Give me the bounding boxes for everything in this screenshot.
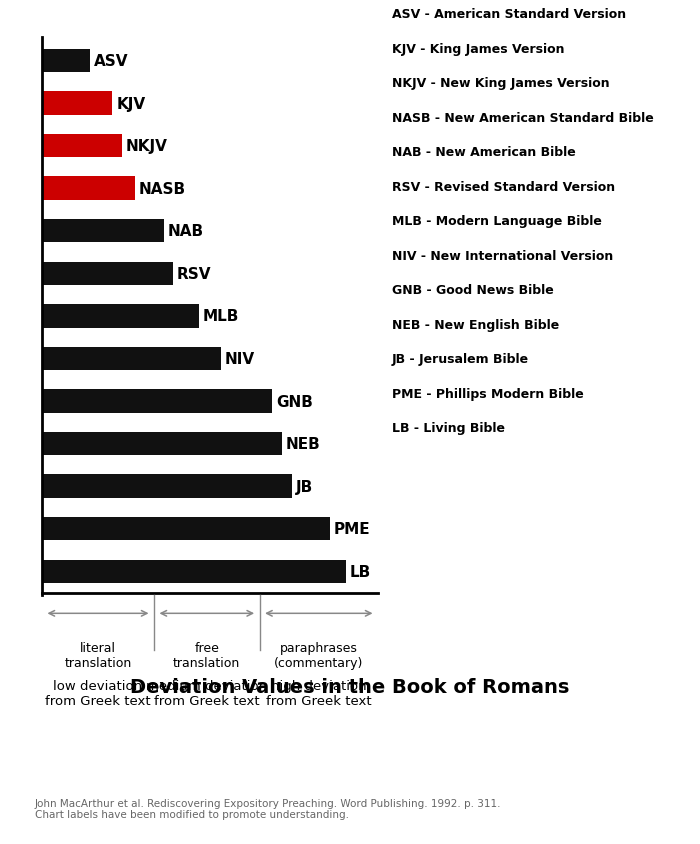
Text: paraphrases
(commentary): paraphrases (commentary) bbox=[274, 641, 363, 669]
Text: NIV - New International Version: NIV - New International Version bbox=[392, 250, 613, 262]
Text: medium deviation
from Greek text: medium deviation from Greek text bbox=[146, 679, 267, 707]
Text: John MacArthur et al. Rediscovering Expository Preaching. Word Publishing. 1992.: John MacArthur et al. Rediscovering Expo… bbox=[35, 798, 501, 820]
Text: NIV: NIV bbox=[225, 352, 256, 366]
Text: PME: PME bbox=[334, 522, 370, 537]
Text: NAB: NAB bbox=[167, 224, 204, 239]
Text: MLB - Modern Language Bible: MLB - Modern Language Bible bbox=[392, 215, 602, 228]
Text: JB - Jerusalem Bible: JB - Jerusalem Bible bbox=[392, 353, 529, 365]
Text: high deviation
from Greek text: high deviation from Greek text bbox=[266, 679, 372, 707]
Bar bbox=[42, 432, 282, 456]
Text: JB: JB bbox=[295, 479, 313, 494]
Bar bbox=[42, 305, 199, 328]
Text: ASV - American Standard Version: ASV - American Standard Version bbox=[392, 8, 626, 21]
Text: low deviation
from Greek text: low deviation from Greek text bbox=[46, 679, 150, 707]
Text: NEB - New English Bible: NEB - New English Bible bbox=[392, 318, 559, 332]
Text: free
translation: free translation bbox=[173, 641, 240, 669]
Bar bbox=[42, 348, 221, 371]
Bar bbox=[42, 50, 90, 73]
Text: KJV - King James Version: KJV - King James Version bbox=[392, 43, 564, 56]
Bar bbox=[42, 262, 173, 285]
Bar bbox=[42, 560, 346, 583]
Bar bbox=[42, 177, 135, 201]
Bar bbox=[42, 92, 113, 116]
Text: RSV: RSV bbox=[177, 267, 211, 281]
Text: NAB - New American Bible: NAB - New American Bible bbox=[392, 146, 575, 160]
Text: PME - Phillips Modern Bible: PME - Phillips Modern Bible bbox=[392, 387, 584, 400]
Text: RSV - Revised Standard Version: RSV - Revised Standard Version bbox=[392, 181, 615, 193]
Text: LB - Living Bible: LB - Living Bible bbox=[392, 422, 505, 435]
Text: NKJV - New King James Version: NKJV - New King James Version bbox=[392, 78, 610, 90]
Text: NEB: NEB bbox=[286, 436, 321, 452]
Text: ASV: ASV bbox=[94, 54, 128, 69]
Bar bbox=[42, 475, 292, 498]
Bar bbox=[42, 390, 272, 414]
Text: LB: LB bbox=[350, 564, 371, 579]
Bar bbox=[42, 135, 122, 158]
Text: GNB: GNB bbox=[276, 394, 313, 409]
Text: NASB - New American Standard Bible: NASB - New American Standard Bible bbox=[392, 111, 654, 125]
Text: KJV: KJV bbox=[116, 96, 146, 111]
Text: GNB - Good News Bible: GNB - Good News Bible bbox=[392, 284, 554, 297]
Bar bbox=[42, 219, 164, 243]
Text: NKJV: NKJV bbox=[126, 139, 168, 154]
Text: literal
translation: literal translation bbox=[64, 641, 132, 669]
Text: NASB: NASB bbox=[139, 181, 186, 197]
Bar bbox=[42, 517, 330, 541]
Text: MLB: MLB bbox=[202, 309, 239, 324]
Text: Deviation Values in the Book of Romans: Deviation Values in the Book of Romans bbox=[130, 677, 570, 695]
